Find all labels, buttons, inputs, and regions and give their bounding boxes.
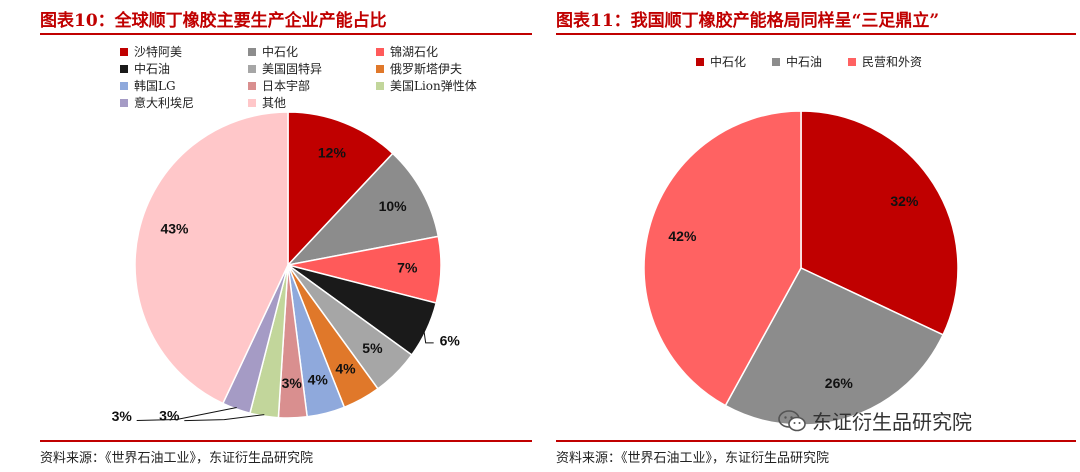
data-label: 43% — [160, 220, 189, 236]
legend-swatch — [848, 57, 856, 66]
title-rule — [556, 33, 1076, 35]
data-label: 26% — [825, 375, 854, 391]
legend-label: 中石化 — [262, 45, 299, 59]
legend-label: 中石油 — [786, 55, 823, 69]
legend: 沙特阿美 中石化 锦湖石化中石油 美国固特异 俄罗斯塔伊夫韩国LG 日本宇部 美国Lion弹… — [120, 44, 520, 114]
legend-swatch — [248, 98, 256, 107]
data-label: 10% — [379, 198, 408, 214]
legend-label: 其他 — [262, 96, 287, 110]
legend-swatch — [376, 64, 384, 73]
legend-item: 锦湖石化 — [376, 44, 438, 60]
legend: 中石化 中石油 民营和外资 — [696, 54, 996, 74]
pie-chart: 12% 10% 7% 6% 5% 4% 4% 3% 3% 3% 43% — [112, 111, 461, 424]
legend-item: 中石化 — [696, 54, 746, 70]
legend-item: 日本宇部 — [248, 78, 310, 94]
source-rule — [40, 440, 532, 442]
legend-item: 美国Lion弹性体 — [376, 78, 477, 94]
data-label: 3% — [112, 408, 133, 424]
chart-panel-left: 图表10：全球顺丁橡胶主要生产企业产能占比 沙特阿美 中石化 锦湖石化中石油 美国固特… — [40, 11, 532, 466]
title-rule — [40, 33, 532, 35]
pie-slice — [285, 152, 440, 267]
pie-slice — [287, 111, 394, 267]
legend-label: 沙特阿美 — [134, 45, 183, 59]
chart-title: 图表10：全球顺丁橡胶主要生产企业产能占比 — [40, 11, 387, 31]
legend-swatch — [696, 57, 704, 66]
source-rule — [556, 440, 1076, 442]
legend-label: 锦湖石化 — [390, 45, 439, 59]
leader-line — [136, 407, 237, 422]
leader-line — [184, 414, 265, 422]
legend-swatch — [120, 47, 128, 56]
legend-item: 民营和外资 — [848, 54, 922, 70]
legend-item: 中石油 — [120, 61, 170, 77]
data-label: 12% — [318, 145, 347, 161]
legend-swatch — [772, 57, 780, 66]
legend-label: 美国固特异 — [262, 62, 323, 76]
legend-label: 意大利埃尼 — [134, 96, 195, 110]
legend-label: 俄罗斯塔伊夫 — [390, 62, 463, 76]
legend-item: 中石油 — [772, 54, 822, 70]
legend-swatch — [248, 81, 256, 90]
legend-label: 中石油 — [134, 62, 171, 76]
data-label: 3% — [159, 407, 180, 423]
source-note: 资料来源：《世界石油工业》，东证衍生品研究院 — [556, 451, 830, 466]
legend-item: 美国固特异 — [248, 61, 322, 77]
data-label: 3% — [282, 375, 303, 391]
legend-swatch — [376, 81, 384, 90]
legend-swatch — [120, 98, 128, 107]
legend-item: 俄罗斯塔伊夫 — [376, 61, 462, 77]
pie-slice — [134, 111, 289, 405]
data-label: 5% — [362, 340, 383, 356]
legend-label: 中石化 — [710, 55, 747, 69]
legend-item: 意大利埃尼 — [120, 95, 194, 111]
data-label: 7% — [397, 259, 418, 275]
legend-swatch — [120, 81, 128, 90]
data-label: 42% — [668, 228, 697, 244]
legend-label: 日本宇部 — [262, 79, 311, 93]
legend-swatch — [248, 47, 256, 56]
data-label: 6% — [440, 333, 461, 349]
source-note: 资料来源：《世界石油工业》，东证衍生品研究院 — [40, 451, 314, 466]
leader-line — [423, 328, 434, 344]
legend-label: 美国Lion弹性体 — [390, 79, 477, 93]
legend-item: 其他 — [248, 95, 286, 111]
legend-swatch — [376, 47, 384, 56]
legend-item: 中石化 — [248, 44, 298, 60]
pie-chart: 32% 26% 42% — [643, 110, 959, 426]
pie-slice — [643, 110, 802, 407]
wechat-icon — [778, 410, 806, 432]
data-label: 4% — [335, 360, 356, 376]
legend-label: 民营和外资 — [862, 55, 923, 69]
data-label: 32% — [890, 193, 919, 209]
legend-swatch — [120, 64, 128, 73]
legend-item: 沙特阿美 — [120, 44, 182, 60]
data-label: 4% — [308, 371, 329, 387]
chart-panel-right: 图表11：我国顺丁橡胶产能格局同样呈“三足鼎立” 中石化 中石油 民营和外资 32%… — [548, 0, 1080, 472]
legend-swatch — [248, 64, 256, 73]
chart-title: 图表11：我国顺丁橡胶产能格局同样呈“三足鼎立” — [556, 11, 940, 31]
watermark-text: 东证衍生品研究院 — [812, 410, 972, 434]
legend-label: 韩国LG — [134, 79, 176, 93]
legend-item: 韩国LG — [120, 78, 176, 94]
pie-slice — [800, 110, 959, 336]
